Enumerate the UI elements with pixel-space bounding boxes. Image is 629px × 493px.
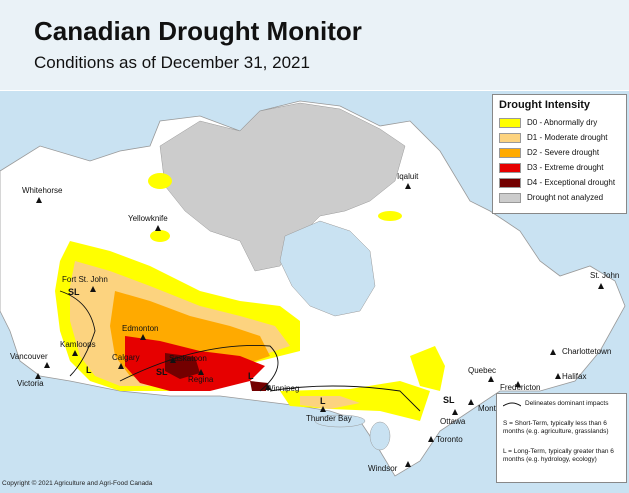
city-label-ottawa: Ottawa <box>440 417 466 426</box>
city-marker-vancouver <box>44 362 50 368</box>
city-marker-fredericton <box>515 381 521 387</box>
not-analyzed-region <box>159 102 406 272</box>
city-marker-saskatoon <box>170 357 176 363</box>
legend-swatch-d0 <box>499 118 521 128</box>
legend-label-d4: D4 - Exceptional drought <box>527 178 616 187</box>
city-label-windsor: Windsor <box>368 464 398 473</box>
city-marker-yellowknife <box>155 225 161 231</box>
legend-swatch-not-analyzed <box>499 193 521 203</box>
legend-item-d3: D3 - Extreme drought <box>499 162 624 174</box>
impact-line-label: Delineates dominant impacts <box>525 400 609 407</box>
legend-item-d4: D4 - Exceptional drought <box>499 177 624 189</box>
city-marker-regina <box>198 369 204 375</box>
city-label-kamloops: Kamloops <box>60 340 96 349</box>
city-label-fredericton: Fredericton <box>500 383 541 392</box>
city-marker-iqaluit <box>405 183 411 189</box>
d0-north-1 <box>148 173 172 189</box>
city-label-calgary: Calgary <box>112 353 140 362</box>
city-marker-halifax <box>555 373 561 379</box>
city-marker-windsor <box>405 461 411 467</box>
impact-label-sl-prairie: SL <box>156 367 168 377</box>
hudson-bay <box>279 220 376 317</box>
city-marker-montreal <box>468 399 474 405</box>
copyright-notice: Copyright © 2021 Agriculture and Agri-Fo… <box>2 480 153 487</box>
drought-legend: Drought Intensity D0 - Abnormally dry D1… <box>492 94 627 214</box>
impact-label-l-manitoba: L <box>248 371 254 381</box>
city-marker-toronto <box>428 436 434 442</box>
impact-long-term: L = Long-Term, typically greater than 6 … <box>503 448 614 463</box>
legend-swatch-d4 <box>499 178 521 188</box>
city-label-thunder-bay: Thunder Bay <box>306 414 352 423</box>
impact-line-icon <box>503 402 521 407</box>
city-marker-kamloops <box>72 350 78 356</box>
legend-swatch-d3 <box>499 163 521 173</box>
city-label-fort-st-john: Fort St. John <box>62 275 108 284</box>
impact-line-bc <box>59 290 96 377</box>
impact-line-prairie <box>119 345 279 392</box>
city-marker-winnipeg <box>265 384 271 390</box>
impact-label-l-bc: L <box>86 365 92 375</box>
city-marker-thunder-bay <box>320 406 326 412</box>
d0-ontario <box>280 381 430 421</box>
d0-quebec <box>410 346 445 391</box>
city-label-regina: Regina <box>188 375 214 384</box>
legend-item-d1: D1 - Moderate drought <box>499 132 624 144</box>
legend-title: Drought Intensity <box>499 99 591 111</box>
impact-label-sl-east: SL <box>443 395 455 405</box>
legend-swatch-d1 <box>499 133 521 143</box>
d0-north-2 <box>150 230 170 242</box>
city-label-halifax: Halifax <box>562 372 587 381</box>
city-marker-whitehorse <box>36 197 42 203</box>
legend-label-d1: D1 - Moderate drought <box>527 133 608 142</box>
impact-short-term: S = Short-Term, typically less than 6 mo… <box>503 420 609 435</box>
city-label-quebec: Quebec <box>468 366 497 375</box>
city-marker-victoria <box>35 373 41 379</box>
city-label-iqaluit: Iqaluit <box>397 172 419 181</box>
impact-line-ontario <box>269 385 421 412</box>
page-subtitle: Conditions as of December 31, 2021 <box>34 53 310 72</box>
city-label-whitehorse: Whitehorse <box>22 186 63 195</box>
city-marker-quebec <box>488 376 494 382</box>
city-label-winnipeg: Winnipeg <box>266 384 300 393</box>
legend-item-not-analyzed: Drought not analyzed <box>499 192 624 204</box>
city-label-toronto: Toronto <box>436 435 463 444</box>
city-label-yellowknife: Yellowknife <box>128 214 168 223</box>
legend-label-d2: D2 - Severe drought <box>527 148 600 157</box>
legend-swatch-d2 <box>499 148 521 158</box>
header-banner: Canadian Drought Monitor Conditions as o… <box>0 0 629 90</box>
lake-huron <box>369 421 391 451</box>
city-label-montreal: Montreal <box>478 404 510 413</box>
canada-map <box>0 100 626 477</box>
city-marker-fort-st-john <box>90 286 96 292</box>
city-marker-calgary <box>118 363 124 369</box>
city-label-st-john: St. John <box>590 271 620 280</box>
lake-superior <box>314 414 366 428</box>
legend-item-d0: D0 - Abnormally dry <box>499 117 624 129</box>
city-marker-edmonton <box>140 334 146 340</box>
city-marker-ottawa <box>452 409 458 415</box>
city-label-vancouver: Vancouver <box>10 352 48 361</box>
d1-ontario <box>300 396 360 409</box>
impact-label-l-ontario: L <box>320 396 326 406</box>
city-label-saskatoon: Saskatoon <box>169 354 207 363</box>
city-label-edmonton: Edmonton <box>122 324 159 333</box>
legend-label-not-analyzed: Drought not analyzed <box>527 193 604 202</box>
impact-legend: Delineates dominant impacts S = Short-Te… <box>496 393 627 483</box>
legend-item-d2: D2 - Severe drought <box>499 147 624 159</box>
impact-label-sl-bc: SL <box>68 287 80 297</box>
page-title: Canadian Drought Monitor <box>34 16 362 46</box>
city-marker-st-john <box>598 283 604 289</box>
city-label-charlottetown: Charlottetown <box>562 347 612 356</box>
city-marker-charlottetown <box>550 349 556 355</box>
city-label-victoria: Victoria <box>17 379 44 388</box>
d0-north-3 <box>378 211 402 221</box>
legend-label-d3: D3 - Extreme drought <box>527 163 604 172</box>
legend-label-d0: D0 - Abnormally dry <box>527 118 598 127</box>
